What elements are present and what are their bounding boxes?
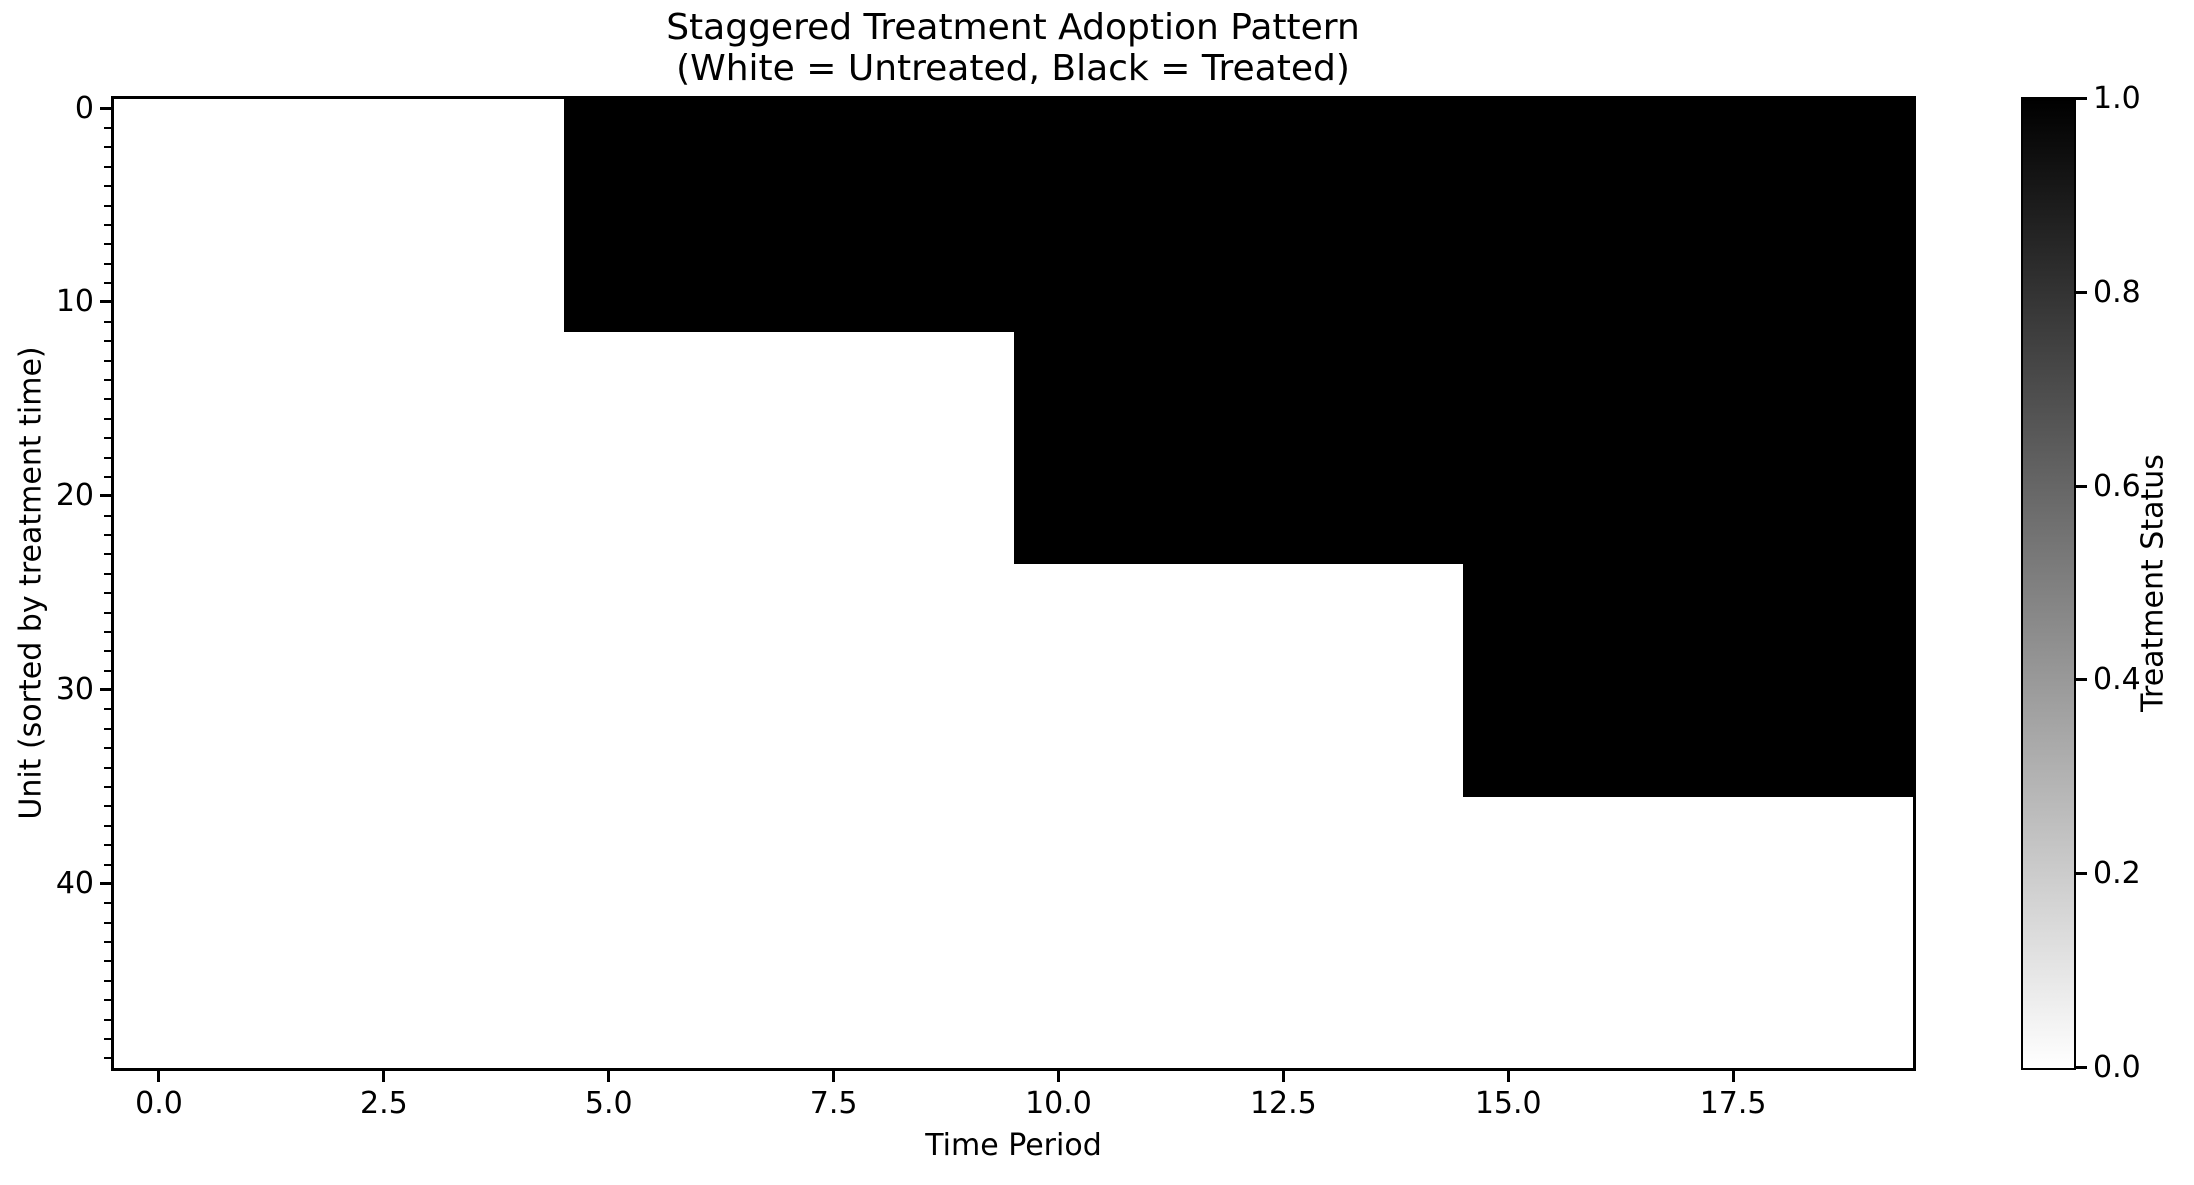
colorbar-tick-label: 0.6: [2093, 468, 2141, 504]
treatment-band-cohort-late: [1463, 564, 1913, 797]
y-axis-minor-tick: [104, 340, 111, 343]
x-axis-tick: [1281, 1071, 1285, 1082]
y-axis-tick-label: 30: [55, 672, 94, 708]
colorbar-label: Treatment Status: [2135, 454, 2171, 712]
y-axis-minor-tick: [104, 204, 111, 207]
y-axis-tick-label: 10: [55, 284, 94, 320]
colorbar-tick: [2076, 484, 2087, 488]
y-axis-minor-tick: [104, 1057, 111, 1060]
y-axis-minor-tick: [104, 223, 111, 226]
y-axis-minor-tick: [104, 553, 111, 556]
x-axis-tick: [382, 1071, 386, 1082]
y-axis-minor-tick: [104, 572, 111, 575]
x-axis-tick-label: 0.0: [135, 1086, 183, 1121]
y-axis-tick-label: 40: [55, 865, 94, 901]
colorbar-gradient: [2023, 99, 2074, 1068]
x-axis-tick: [832, 1071, 836, 1082]
heatmap-plot-area: [111, 96, 1916, 1071]
y-axis-minor-tick: [104, 785, 111, 788]
x-axis-tick: [1056, 1071, 1060, 1082]
y-axis-minor-tick: [104, 611, 111, 614]
chart-title-line: Staggered Treatment Adoption Pattern: [666, 7, 1360, 48]
x-axis-tick-label: 7.5: [809, 1086, 858, 1121]
colorbar-tick: [2076, 872, 2087, 876]
y-axis-minor-tick: [104, 650, 111, 653]
colorbar: [2021, 97, 2076, 1070]
y-axis-minor-tick: [104, 727, 111, 730]
y-axis-minor-tick: [104, 456, 111, 459]
y-axis-tick: [100, 300, 111, 304]
y-axis-minor-tick: [104, 960, 111, 963]
x-axis-tick: [1731, 1071, 1735, 1082]
colorbar-tick: [2076, 678, 2087, 682]
y-axis-minor-tick: [104, 165, 111, 168]
y-axis-minor-tick: [104, 999, 111, 1002]
y-axis-minor-tick: [104, 824, 111, 827]
y-axis-minor-tick: [104, 669, 111, 672]
y-axis-minor-tick: [104, 475, 111, 478]
y-axis-minor-tick: [104, 1018, 111, 1021]
colorbar-tick-label: 0.4: [2093, 662, 2141, 698]
chart-title: Staggered Treatment Adoption Pattern (Wh…: [113, 7, 1913, 89]
y-axis-minor-tick: [104, 379, 111, 381]
y-axis-minor-tick: [104, 359, 111, 362]
colorbar-tick: [2076, 290, 2087, 294]
y-axis-minor-tick: [104, 1037, 111, 1040]
colorbar-tick-label: 0.0: [2093, 1050, 2141, 1085]
y-axis-tick-label: 20: [55, 478, 94, 514]
y-axis-minor-tick: [104, 417, 111, 420]
y-axis-minor-tick: [104, 185, 111, 188]
y-axis-minor-tick: [104, 941, 111, 944]
y-axis-tick: [100, 106, 111, 110]
y-axis-minor-tick: [104, 844, 111, 847]
y-axis-minor-tick: [104, 534, 111, 537]
y-axis-minor-tick: [104, 127, 111, 130]
y-axis-minor-tick: [104, 437, 111, 440]
x-axis-tick-label: 12.5: [1249, 1086, 1317, 1121]
x-axis-tick: [157, 1071, 161, 1082]
y-axis-tick: [100, 881, 111, 885]
x-axis-tick-label: 2.5: [359, 1086, 408, 1121]
colorbar-tick: [2076, 1066, 2087, 1069]
y-axis-tick: [100, 494, 111, 498]
y-axis-minor-tick: [104, 863, 111, 866]
treatment-band-cohort-middle: [1013, 331, 1913, 565]
y-axis-minor-tick: [104, 921, 111, 924]
y-axis-minor-tick: [104, 708, 111, 711]
treatment-band-cohort-early: [563, 99, 1913, 332]
x-axis-tick-label: 10.0: [1025, 1086, 1092, 1121]
colorbar-tick-label: 1.0: [2093, 81, 2141, 116]
y-axis-minor-tick: [104, 766, 111, 769]
y-axis-minor-tick: [104, 805, 111, 808]
y-axis-tick-label: 0: [74, 90, 94, 126]
x-axis-tick-label: 15.0: [1474, 1086, 1542, 1121]
x-axis-tick-label: 5.0: [584, 1086, 633, 1121]
colorbar-tick-label: 0.2: [2093, 856, 2141, 892]
y-axis-minor-tick: [104, 146, 111, 149]
x-axis-tick: [607, 1071, 611, 1082]
y-axis-minor-tick: [104, 398, 111, 401]
y-axis-minor-tick: [104, 902, 111, 905]
y-axis-minor-tick: [104, 262, 111, 265]
y-axis-minor-tick: [104, 630, 111, 633]
y-axis-tick: [100, 688, 111, 692]
y-axis-minor-tick: [104, 320, 111, 323]
x-axis-tick-label: 17.5: [1699, 1086, 1767, 1121]
y-axis-minor-tick: [104, 592, 111, 595]
chart-subtitle-line: (White = Untreated, Black = Treated): [676, 48, 1350, 89]
y-axis-minor-tick: [104, 979, 111, 982]
x-axis-tick: [1506, 1071, 1510, 1082]
colorbar-tick: [2076, 97, 2087, 100]
y-axis-minor-tick: [104, 282, 111, 285]
y-axis-minor-tick: [104, 514, 111, 517]
y-axis-minor-tick: [104, 747, 111, 750]
y-axis-label: Unit (sorted by treatment time): [13, 346, 49, 820]
y-axis-minor-tick: [104, 243, 111, 246]
x-axis-label: Time Period: [925, 1128, 1102, 1163]
colorbar-tick-label: 0.8: [2093, 274, 2141, 310]
